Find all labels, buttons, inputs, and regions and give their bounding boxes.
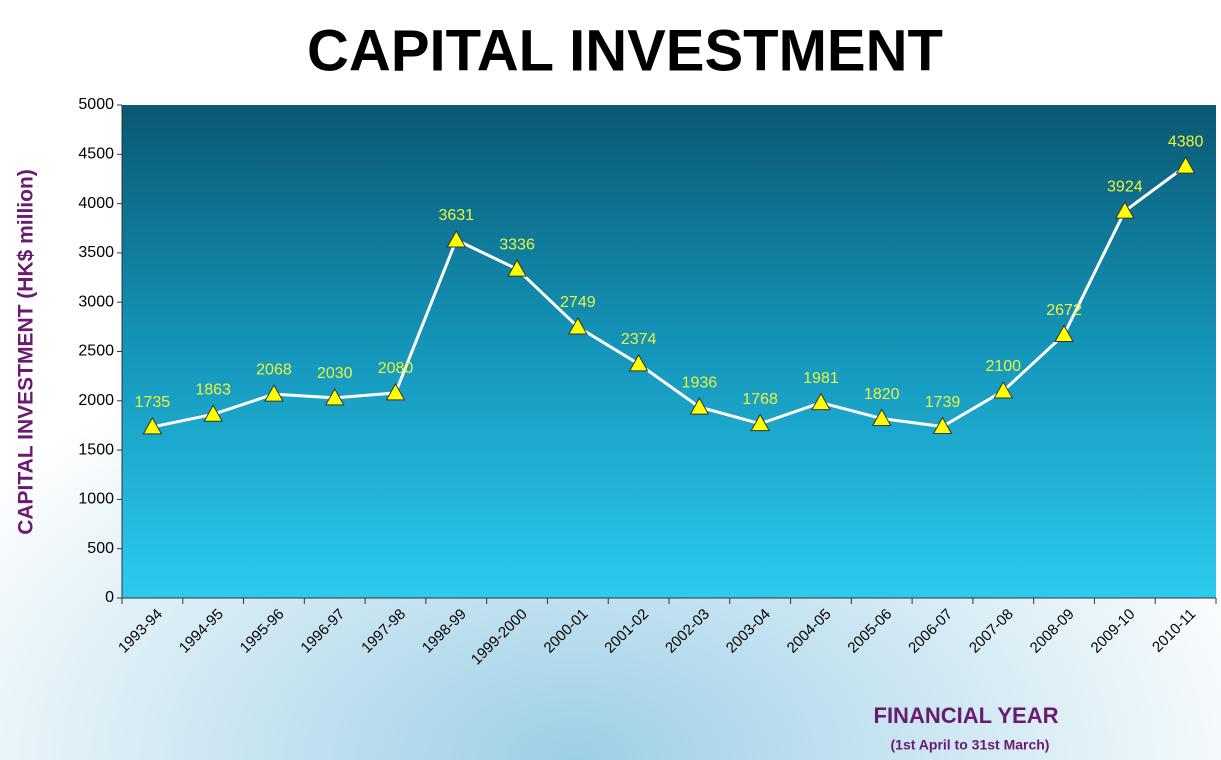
value-label: 1981 — [803, 370, 839, 387]
marker — [385, 382, 406, 401]
value-label: 3924 — [1107, 178, 1143, 195]
value-label: 1820 — [864, 386, 900, 403]
y-tick-label: 3000 — [78, 293, 114, 310]
marker — [567, 316, 588, 335]
x-axis-note: (1st April to 31st March) — [891, 737, 1050, 753]
marker — [446, 229, 467, 248]
y-tick-label: 5000 — [78, 96, 114, 113]
value-label: 1739 — [925, 394, 961, 411]
marker — [750, 413, 771, 432]
value-label: 3631 — [438, 207, 474, 224]
marker — [932, 416, 953, 435]
value-label: 2374 — [621, 331, 657, 348]
value-label: 4380 — [1168, 133, 1204, 150]
marker — [993, 380, 1014, 399]
line — [152, 164, 1187, 429]
y-tick-label: 0 — [105, 589, 114, 606]
y-axis-label: CAPITAL INVESTMENT (HK$ million) — [15, 169, 38, 535]
marker — [1054, 324, 1074, 343]
marker — [507, 259, 527, 277]
y-tick-label: 3500 — [78, 244, 114, 261]
marker — [811, 392, 831, 411]
y-tick-label: 500 — [87, 540, 114, 557]
y-tick-label: 2500 — [78, 343, 114, 360]
marker — [324, 387, 345, 406]
value-label: 2749 — [560, 294, 596, 311]
y-tick-label: 1500 — [78, 441, 114, 458]
marker — [1175, 156, 1196, 174]
marker — [264, 384, 284, 402]
value-label: 2068 — [256, 361, 292, 378]
marker — [628, 353, 649, 372]
marker — [203, 404, 224, 422]
y-tick-label: 4500 — [78, 146, 114, 163]
plot-area — [122, 105, 1216, 598]
y-tick-label: 4000 — [78, 195, 114, 212]
value-label: 1768 — [742, 391, 778, 408]
value-label: 1735 — [135, 394, 171, 411]
value-label: 1863 — [195, 382, 231, 399]
marker — [142, 416, 163, 435]
value-label: 1936 — [682, 374, 718, 391]
marker — [871, 408, 892, 427]
chart-title: CAPITAL INVESTMENT — [307, 18, 943, 83]
y-tick-label: 1000 — [78, 491, 114, 508]
value-label: 3336 — [499, 236, 535, 253]
y-tick-label: 2000 — [78, 392, 114, 409]
marker — [689, 397, 710, 415]
value-label: 2100 — [985, 358, 1021, 375]
value-label: 2030 — [317, 365, 353, 382]
value-label: 2672 — [1046, 302, 1082, 319]
marker — [1114, 201, 1135, 219]
value-label: 2080 — [378, 360, 414, 377]
x-axis-label: FINANCIAL YEAR — [874, 703, 1059, 728]
